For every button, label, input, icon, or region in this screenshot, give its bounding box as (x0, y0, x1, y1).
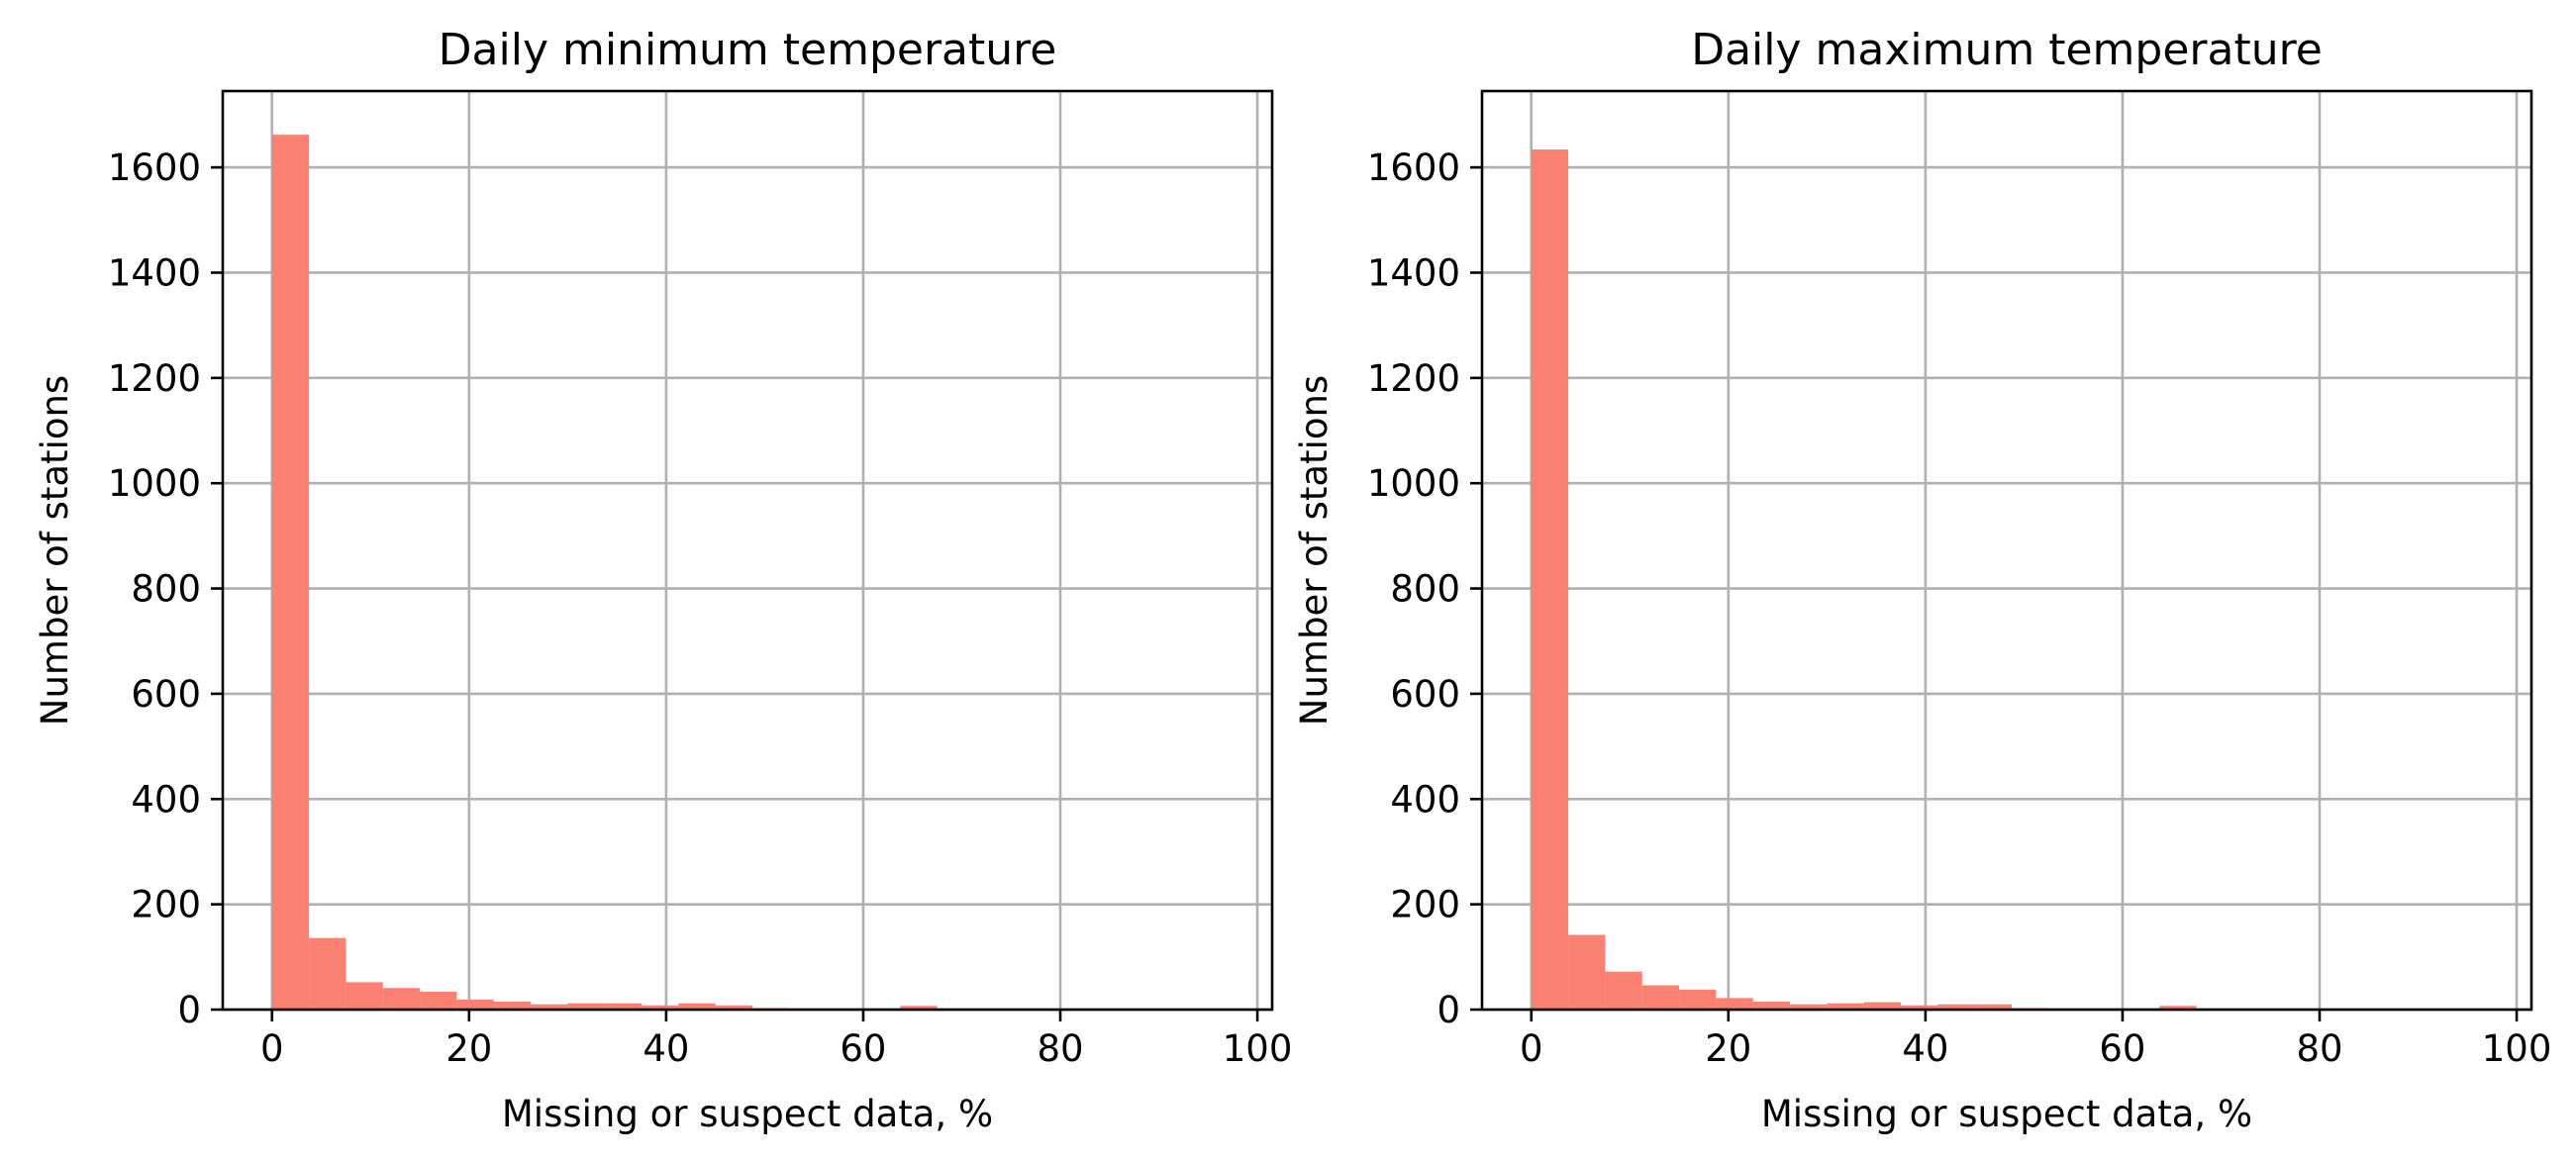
histogram-bar (1752, 1002, 1791, 1010)
y-tick-label: 200 (131, 884, 201, 926)
histogram-bar (493, 1002, 532, 1010)
histogram-bar (420, 991, 457, 1010)
y-tick-label: 1000 (1367, 462, 1460, 505)
axes-frame (221, 89, 1274, 1012)
y-tick-label: 1200 (108, 357, 201, 400)
x-tick-label: 40 (1902, 1027, 1948, 1070)
histogram-bar (715, 1005, 752, 1010)
y-tick-label: 1400 (108, 251, 201, 294)
x-tick-label: 60 (840, 1027, 886, 1070)
x-tick-label: 100 (1223, 1027, 1293, 1070)
chart-title: Daily maximum temperature (1691, 25, 2323, 75)
histogram-bar (1827, 1003, 1864, 1010)
histogram-bar (1605, 971, 1642, 1010)
histogram-bar (642, 1005, 679, 1010)
y-tick-label: 1600 (108, 146, 201, 189)
y-tick-label: 0 (1437, 989, 1460, 1031)
chart-panel-2: 0 20 40 60 80 1000200400600800100012001400160… (1293, 25, 2551, 1135)
histogram-bar (382, 988, 421, 1010)
y-tick-label: 200 (1390, 884, 1460, 926)
y-tick-label: 600 (1390, 673, 1460, 716)
y-tick-label: 1600 (1367, 146, 1460, 189)
histogram-bar (1716, 998, 1753, 1010)
x-axis-label: Missing or suspect data, % (502, 1093, 993, 1135)
histogram-bar (1790, 1004, 1828, 1010)
histogram-bar (1974, 1004, 2012, 1010)
chart-panel-1: 0 20 40 60 80 1000200400600800100012001400160… (34, 25, 1292, 1135)
y-axis-label: Number of stations (1293, 375, 1336, 726)
histogram-bar (1937, 1004, 1975, 1010)
x-tick-label: 80 (1037, 1027, 1083, 1070)
x-tick-label: 100 (2482, 1027, 2552, 1070)
histogram-bar (900, 1006, 938, 1010)
x-tick-label: 20 (1705, 1027, 1751, 1070)
histogram-bar (456, 999, 494, 1010)
y-tick-label: 800 (1390, 568, 1460, 611)
y-tick-label: 1400 (1367, 251, 1460, 294)
histogram-bar (309, 937, 347, 1010)
x-axis-label: Missing or suspect data, % (1761, 1093, 2252, 1135)
x-tick-label: 60 (2099, 1027, 2145, 1070)
histogram-bar (1679, 989, 1717, 1010)
histogram-bar (1641, 985, 1680, 1010)
histogram-bar (604, 1003, 643, 1010)
y-tick-label: 0 (177, 989, 201, 1031)
y-tick-label: 600 (131, 673, 201, 716)
y-tick-label: 400 (131, 778, 201, 821)
y-tick-label: 800 (131, 568, 201, 611)
histogram-bar (1568, 934, 1606, 1010)
histogram-bar (1531, 149, 1569, 1010)
x-tick-label: 40 (643, 1027, 689, 1070)
y-tick-label: 400 (1390, 778, 1460, 821)
y-tick-label: 1000 (108, 462, 201, 505)
chart-title: Daily minimum temperature (439, 25, 1057, 75)
y-axis-label: Number of stations (34, 375, 76, 726)
histogram-bar (1863, 1002, 1902, 1010)
histogram-bar (271, 135, 310, 1010)
histogram-bar (1901, 1005, 1938, 1010)
histogram-bar (2159, 1006, 2197, 1010)
histogram-bar (346, 982, 383, 1010)
histogram-bar (678, 1003, 716, 1010)
x-tick-label: 80 (2296, 1027, 2342, 1070)
x-tick-label: 20 (446, 1027, 492, 1070)
histogram-bar (531, 1004, 568, 1010)
y-tick-label: 1200 (1367, 357, 1460, 400)
axes-frame (1480, 89, 2533, 1012)
histogram-bar (567, 1003, 605, 1010)
x-tick-label: 0 (1520, 1027, 1543, 1070)
x-tick-label: 0 (260, 1027, 284, 1070)
